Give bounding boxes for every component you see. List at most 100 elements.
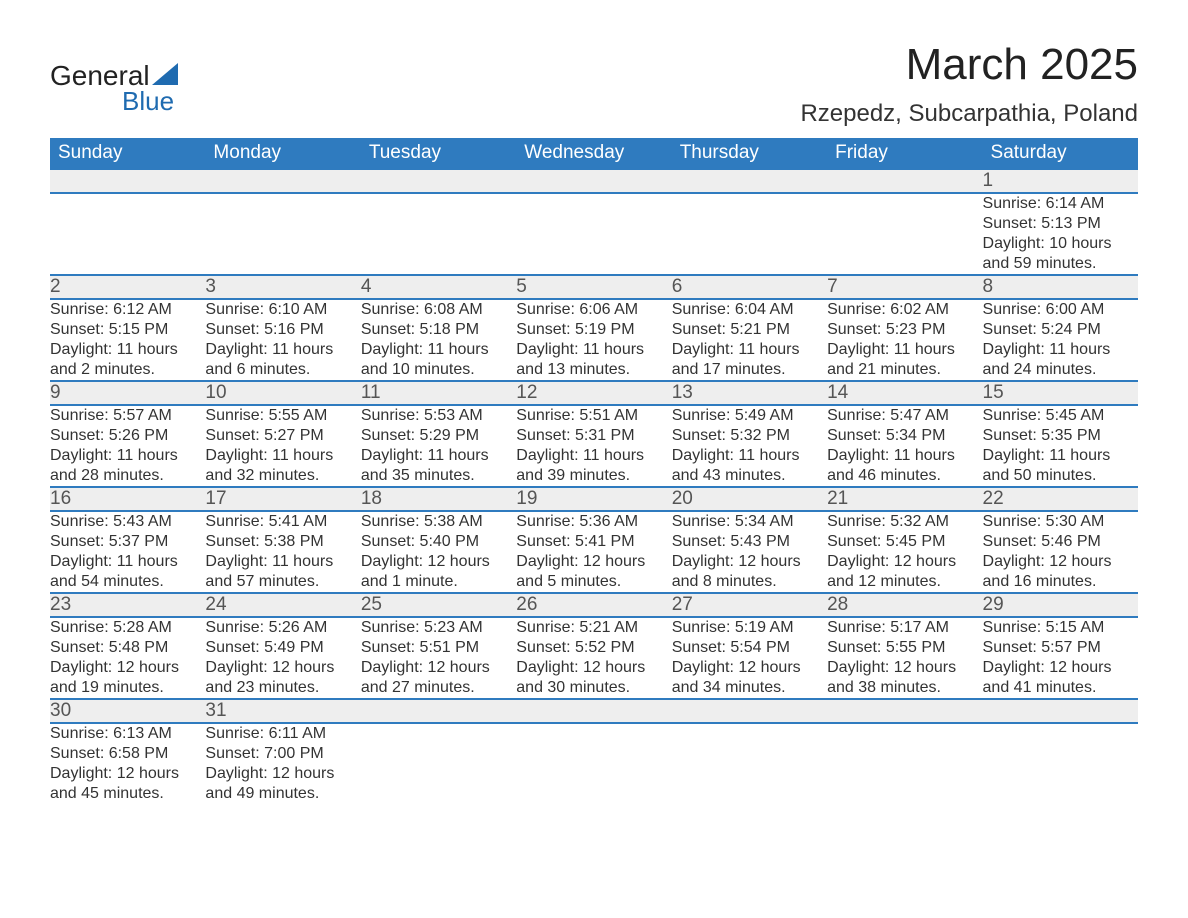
day-detail-cell: [516, 193, 671, 275]
sunrise-text: Sunrise: 5:36 AM: [516, 512, 671, 532]
sunset-text: Sunset: 5:32 PM: [672, 426, 827, 446]
day-number-cell: 17: [205, 487, 360, 511]
sunset-text: Sunset: 5:49 PM: [205, 638, 360, 658]
sunrise-text: Sunrise: 5:32 AM: [827, 512, 982, 532]
day-detail-cell: Sunrise: 5:57 AMSunset: 5:26 PMDaylight:…: [50, 405, 205, 487]
day-number-cell: [516, 699, 671, 723]
sunset-text: Sunset: 5:43 PM: [672, 532, 827, 552]
day-number-cell: 5: [516, 275, 671, 299]
sunset-text: Sunset: 5:13 PM: [983, 214, 1138, 234]
detail-row: Sunrise: 6:12 AMSunset: 5:15 PMDaylight:…: [50, 299, 1138, 381]
day-number-cell: 19: [516, 487, 671, 511]
sunset-text: Sunset: 5:21 PM: [672, 320, 827, 340]
daylight-text: Daylight: 11 hours and 28 minutes.: [50, 446, 205, 486]
day-number-cell: 6: [672, 275, 827, 299]
day-number-cell: 18: [361, 487, 516, 511]
day-number-cell: 15: [983, 381, 1138, 405]
day-number-cell: 29: [983, 593, 1138, 617]
daylight-text: Daylight: 12 hours and 45 minutes.: [50, 764, 205, 804]
day-number-cell: 21: [827, 487, 982, 511]
day-detail-cell: Sunrise: 5:36 AMSunset: 5:41 PMDaylight:…: [516, 511, 671, 593]
daylight-text: Daylight: 11 hours and 43 minutes.: [672, 446, 827, 486]
day-detail-cell: Sunrise: 6:13 AMSunset: 6:58 PMDaylight:…: [50, 723, 205, 804]
weekday-header: Saturday: [983, 138, 1138, 169]
weekday-header: Sunday: [50, 138, 205, 169]
daynum-row: 1: [50, 169, 1138, 193]
sunset-text: Sunset: 5:35 PM: [983, 426, 1138, 446]
detail-row: Sunrise: 5:43 AMSunset: 5:37 PMDaylight:…: [50, 511, 1138, 593]
daylight-text: Daylight: 12 hours and 30 minutes.: [516, 658, 671, 698]
day-number-cell: 25: [361, 593, 516, 617]
sunrise-text: Sunrise: 5:19 AM: [672, 618, 827, 638]
daylight-text: Daylight: 11 hours and 6 minutes.: [205, 340, 360, 380]
day-number-cell: [983, 699, 1138, 723]
sunrise-text: Sunrise: 5:49 AM: [672, 406, 827, 426]
day-detail-cell: Sunrise: 5:17 AMSunset: 5:55 PMDaylight:…: [827, 617, 982, 699]
day-detail-cell: [205, 193, 360, 275]
sunrise-text: Sunrise: 6:13 AM: [50, 724, 205, 744]
day-number-cell: [827, 169, 982, 193]
sunset-text: Sunset: 5:24 PM: [983, 320, 1138, 340]
daylight-text: Daylight: 10 hours and 59 minutes.: [983, 234, 1138, 274]
sunrise-text: Sunrise: 6:10 AM: [205, 300, 360, 320]
day-number-cell: [516, 169, 671, 193]
sunset-text: Sunset: 6:58 PM: [50, 744, 205, 764]
daylight-text: Daylight: 12 hours and 41 minutes.: [983, 658, 1138, 698]
sunrise-text: Sunrise: 6:02 AM: [827, 300, 982, 320]
detail-row: Sunrise: 5:57 AMSunset: 5:26 PMDaylight:…: [50, 405, 1138, 487]
sunset-text: Sunset: 5:29 PM: [361, 426, 516, 446]
day-detail-cell: Sunrise: 5:19 AMSunset: 5:54 PMDaylight:…: [672, 617, 827, 699]
daynum-row: 9101112131415: [50, 381, 1138, 405]
daynum-row: 3031: [50, 699, 1138, 723]
day-detail-cell: Sunrise: 5:43 AMSunset: 5:37 PMDaylight:…: [50, 511, 205, 593]
weekday-header: Wednesday: [516, 138, 671, 169]
day-number-cell: 12: [516, 381, 671, 405]
day-detail-cell: Sunrise: 5:32 AMSunset: 5:45 PMDaylight:…: [827, 511, 982, 593]
daylight-text: Daylight: 12 hours and 8 minutes.: [672, 552, 827, 592]
day-detail-cell: Sunrise: 6:02 AMSunset: 5:23 PMDaylight:…: [827, 299, 982, 381]
daylight-text: Daylight: 12 hours and 38 minutes.: [827, 658, 982, 698]
sunrise-text: Sunrise: 5:55 AM: [205, 406, 360, 426]
day-number-cell: 1: [983, 169, 1138, 193]
day-number-cell: 20: [672, 487, 827, 511]
sunrise-text: Sunrise: 5:43 AM: [50, 512, 205, 532]
sunset-text: Sunset: 5:37 PM: [50, 532, 205, 552]
sunset-text: Sunset: 5:51 PM: [361, 638, 516, 658]
day-detail-cell: Sunrise: 5:41 AMSunset: 5:38 PMDaylight:…: [205, 511, 360, 593]
day-detail-cell: Sunrise: 5:53 AMSunset: 5:29 PMDaylight:…: [361, 405, 516, 487]
daylight-text: Daylight: 12 hours and 34 minutes.: [672, 658, 827, 698]
daylight-text: Daylight: 11 hours and 35 minutes.: [361, 446, 516, 486]
day-detail-cell: Sunrise: 5:47 AMSunset: 5:34 PMDaylight:…: [827, 405, 982, 487]
day-detail-cell: Sunrise: 5:38 AMSunset: 5:40 PMDaylight:…: [361, 511, 516, 593]
sunset-text: Sunset: 7:00 PM: [205, 744, 360, 764]
weekday-header: Tuesday: [361, 138, 516, 169]
day-detail-cell: Sunrise: 6:06 AMSunset: 5:19 PMDaylight:…: [516, 299, 671, 381]
detail-row: Sunrise: 5:28 AMSunset: 5:48 PMDaylight:…: [50, 617, 1138, 699]
weekday-header: Monday: [205, 138, 360, 169]
sunrise-text: Sunrise: 5:38 AM: [361, 512, 516, 532]
day-number-cell: 28: [827, 593, 982, 617]
title-block: March 2025 Rzepedz, Subcarpathia, Poland: [800, 40, 1138, 128]
daylight-text: Daylight: 11 hours and 57 minutes.: [205, 552, 360, 592]
day-detail-cell: [516, 723, 671, 804]
sunset-text: Sunset: 5:31 PM: [516, 426, 671, 446]
day-number-cell: 23: [50, 593, 205, 617]
day-number-cell: 22: [983, 487, 1138, 511]
location-label: Rzepedz, Subcarpathia, Poland: [800, 100, 1138, 128]
sunrise-text: Sunrise: 6:14 AM: [983, 194, 1138, 214]
sunrise-text: Sunrise: 5:47 AM: [827, 406, 982, 426]
logo: General Blue: [50, 60, 210, 117]
sunrise-text: Sunrise: 5:45 AM: [983, 406, 1138, 426]
day-detail-cell: Sunrise: 5:28 AMSunset: 5:48 PMDaylight:…: [50, 617, 205, 699]
day-detail-cell: [827, 723, 982, 804]
logo-word-2: Blue: [122, 86, 210, 117]
daylight-text: Daylight: 11 hours and 32 minutes.: [205, 446, 360, 486]
sunset-text: Sunset: 5:48 PM: [50, 638, 205, 658]
daylight-text: Daylight: 11 hours and 39 minutes.: [516, 446, 671, 486]
day-number-cell: 7: [827, 275, 982, 299]
sunrise-text: Sunrise: 6:00 AM: [983, 300, 1138, 320]
daylight-text: Daylight: 11 hours and 13 minutes.: [516, 340, 671, 380]
sunset-text: Sunset: 5:16 PM: [205, 320, 360, 340]
day-number-cell: 27: [672, 593, 827, 617]
detail-row: Sunrise: 6:13 AMSunset: 6:58 PMDaylight:…: [50, 723, 1138, 804]
